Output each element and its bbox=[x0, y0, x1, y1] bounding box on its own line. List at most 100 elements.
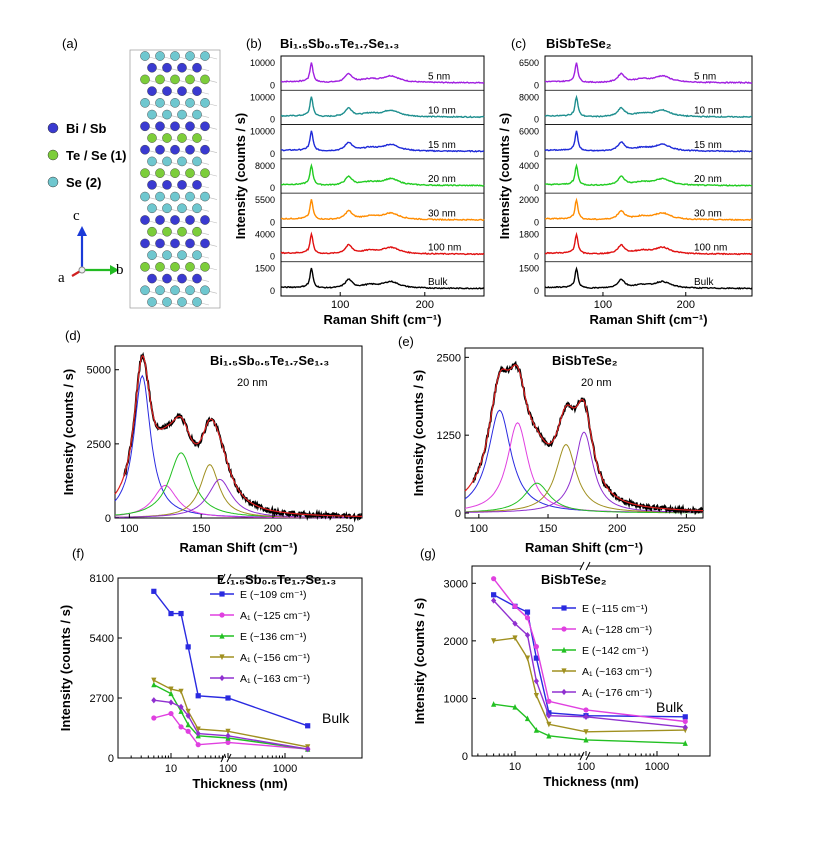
x-axis-title: Thickness (nm) bbox=[192, 776, 287, 791]
data-point-marker bbox=[151, 588, 157, 594]
sample-thickness-label: Bulk bbox=[694, 277, 714, 288]
panel-d-label: (d) bbox=[65, 328, 81, 343]
y-tick-label: 10000 bbox=[250, 58, 275, 68]
data-point-marker bbox=[583, 736, 589, 743]
atom-sphere bbox=[140, 51, 150, 61]
axis-break-mark bbox=[585, 561, 591, 571]
axis-break-mark bbox=[226, 753, 232, 763]
spectrum-line bbox=[280, 267, 485, 290]
panel-d-subtitle: 20 nm bbox=[237, 377, 268, 389]
y-tick-label: 0 bbox=[534, 80, 539, 90]
total-fit-line bbox=[464, 364, 703, 512]
y-tick-label: 8000 bbox=[519, 92, 539, 102]
data-point-marker bbox=[185, 728, 191, 734]
data-point-marker bbox=[168, 699, 174, 706]
atom-sphere bbox=[140, 191, 150, 202]
data-point-marker bbox=[225, 695, 231, 701]
c-axis-label: c bbox=[73, 208, 80, 224]
lattice-axes: c a b bbox=[58, 208, 124, 286]
atom-sphere bbox=[192, 86, 202, 96]
atom-sphere bbox=[170, 215, 180, 225]
data-point-marker bbox=[195, 742, 201, 748]
y-tick-label: 0 bbox=[534, 252, 539, 262]
data-point-marker bbox=[151, 677, 157, 684]
y-tick-label: 1000 bbox=[444, 693, 468, 705]
data-point-marker bbox=[225, 732, 231, 739]
y-tick-label: 1500 bbox=[255, 264, 275, 274]
legend-se2: Se (2) bbox=[66, 175, 101, 190]
atom-sphere bbox=[185, 215, 195, 225]
atom-sphere bbox=[185, 74, 195, 85]
data-point-marker bbox=[561, 688, 567, 696]
data-point-marker bbox=[178, 708, 184, 714]
x-tick-label: 100 bbox=[577, 761, 595, 773]
atom-sphere bbox=[192, 273, 202, 284]
y-tick-label: 0 bbox=[270, 115, 275, 125]
data-point-marker bbox=[533, 644, 539, 650]
atom-sphere bbox=[155, 285, 165, 296]
atom-sphere bbox=[200, 168, 210, 178]
panel-f-label: (f) bbox=[72, 546, 84, 561]
atom-sphere bbox=[140, 121, 150, 132]
sample-thickness-label: 100 nm bbox=[694, 243, 727, 254]
data-point-marker bbox=[168, 686, 174, 693]
data-point-marker bbox=[524, 715, 531, 722]
sample-thickness-label: 5 nm bbox=[428, 71, 450, 82]
data-point-marker bbox=[546, 698, 552, 704]
atom-sphere bbox=[162, 273, 172, 284]
atom-sphere bbox=[140, 98, 150, 108]
unit-cell-outline bbox=[129, 49, 221, 309]
y-tick-label: 0 bbox=[534, 286, 539, 296]
panel-e-label: (e) bbox=[398, 334, 414, 349]
x-tick-label: 10 bbox=[165, 763, 177, 775]
atom-sphere bbox=[155, 98, 165, 108]
x-tick-label: 200 bbox=[264, 523, 282, 535]
x-tick-label: 200 bbox=[608, 523, 626, 535]
spectrum-line bbox=[280, 163, 485, 187]
atom-sphere bbox=[170, 51, 180, 61]
atom-sphere bbox=[185, 121, 195, 132]
atom-sphere bbox=[192, 62, 202, 73]
atom-sphere bbox=[147, 86, 157, 96]
data-point-marker bbox=[561, 605, 567, 611]
data-point-marker bbox=[682, 727, 688, 734]
axis-break-mask bbox=[223, 754, 229, 762]
axis-break-mark bbox=[220, 753, 226, 763]
atom-sphere bbox=[170, 144, 180, 155]
atom-sphere bbox=[185, 262, 195, 272]
atom-sphere bbox=[192, 226, 202, 237]
atom-sphere bbox=[192, 203, 202, 214]
sample-thickness-label: 100 nm bbox=[428, 243, 461, 254]
atom-sphere bbox=[170, 238, 180, 249]
x-tick-label: 100 bbox=[219, 763, 237, 775]
panel-e-fit: (e) BiSbTeSe₂ 20 nm 100 150 200 25001250250… bbox=[398, 334, 704, 555]
fit-component-line bbox=[115, 478, 362, 519]
atom-sphere bbox=[162, 133, 172, 143]
data-point-marker bbox=[219, 632, 225, 639]
te-se-atom-icon bbox=[47, 149, 59, 161]
panel-c-title: BiSbTeSe₂ bbox=[546, 36, 612, 51]
data-point-marker bbox=[178, 688, 184, 695]
atom-sphere bbox=[155, 262, 165, 272]
x-tick-label: 150 bbox=[539, 523, 557, 535]
axis-break-mask bbox=[582, 752, 588, 760]
atom-sphere bbox=[162, 109, 172, 120]
atom-sphere bbox=[162, 203, 172, 214]
y-tick-label: 0 bbox=[105, 513, 111, 525]
legend-entry: A₁ (~125 cm⁻¹) bbox=[240, 610, 310, 622]
y-tick-label: 0 bbox=[270, 183, 275, 193]
data-point-marker bbox=[546, 732, 552, 739]
panel-d-fit: (d) Bi₁.₅Sb₀.₅Te₁.₇Se₁.₃ 20 nm 100 150 200… bbox=[61, 328, 363, 555]
atom-sphere bbox=[147, 109, 157, 120]
data-point-marker bbox=[682, 740, 688, 746]
data-point-marker bbox=[219, 674, 225, 682]
spectrum-line bbox=[544, 130, 753, 153]
atom-sphere bbox=[147, 226, 157, 237]
data-point-marker bbox=[178, 703, 184, 710]
sample-thickness-label: 5 nm bbox=[694, 71, 716, 82]
data-point-marker bbox=[533, 655, 539, 661]
spectrum-line bbox=[545, 197, 753, 222]
x-tick-label: 200 bbox=[677, 299, 695, 311]
bi-sb-atom-icon bbox=[47, 122, 59, 134]
data-point-marker bbox=[195, 726, 201, 733]
